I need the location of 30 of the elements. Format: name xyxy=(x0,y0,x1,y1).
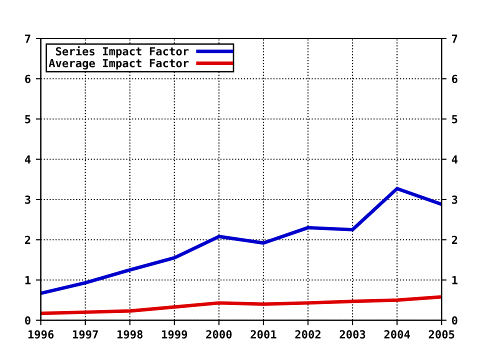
y-tick-label: 4 xyxy=(24,155,31,164)
y2-tick-label: 1 xyxy=(452,276,458,284)
y-tick-label: 2 xyxy=(25,236,30,244)
y2-tick-label: 3 xyxy=(452,195,458,204)
y2-tick-label: 5 xyxy=(452,115,458,124)
y-tick-label: 5 xyxy=(25,115,30,124)
x-tick-label: 1998 xyxy=(118,330,143,339)
x-tick-label: 2005 xyxy=(428,330,454,339)
y2-tick-label: 2 xyxy=(452,236,458,244)
x-tick-label: 1996 xyxy=(28,330,54,339)
x-tick-label: 2001 xyxy=(250,330,276,339)
x-tick-label: 2004 xyxy=(384,330,410,339)
y2-tick-label: 7 xyxy=(452,34,458,43)
legend-label: Series Impact Factor xyxy=(56,46,189,58)
x-tick-label: 2002 xyxy=(295,330,320,339)
y-tick-label: 7 xyxy=(25,34,30,43)
y-tick-label: 0 xyxy=(25,316,30,325)
y2-tick-label: 0 xyxy=(452,316,458,325)
y2-tick-label: 4 xyxy=(452,155,458,164)
legend-label: Average Impact Factor xyxy=(48,59,189,70)
x-tick-label: 1999 xyxy=(162,330,188,339)
y-tick-label: 3 xyxy=(25,195,30,204)
x-tick-label: 1997 xyxy=(72,330,98,339)
y-tick-label: 6 xyxy=(25,74,30,84)
x-tick-label: 2003 xyxy=(340,330,366,339)
line-series xyxy=(40,295,442,316)
y-tick-label: 1 xyxy=(25,276,31,284)
y2-tick-label: 6 xyxy=(452,74,458,84)
line-series xyxy=(40,186,442,296)
x-tick-label: 2000 xyxy=(206,330,232,339)
